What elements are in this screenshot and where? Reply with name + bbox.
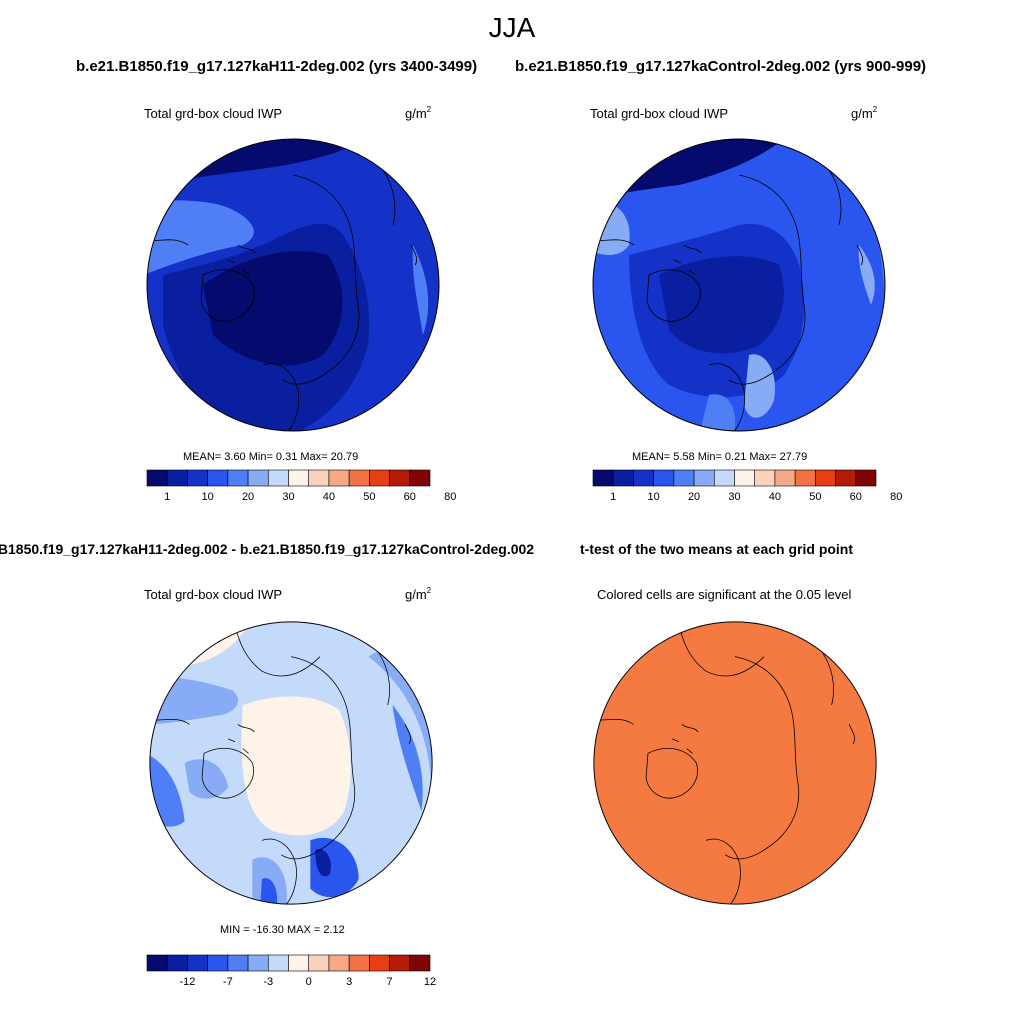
- colorbar-swatch: [308, 469, 330, 487]
- map-top-left: [146, 138, 440, 432]
- colorbar-swatch: [389, 954, 411, 972]
- colorbar-swatch: [247, 469, 269, 487]
- colorbar-tick-label: 50: [809, 491, 822, 503]
- subtitle-top-left: Total grd-box cloud IWP: [144, 106, 283, 121]
- colorbar-swatch: [794, 469, 816, 487]
- map-bottom-left: [149, 621, 433, 905]
- colorbar-tick-label: 80: [444, 491, 457, 503]
- colorbar-swatch: [328, 954, 350, 972]
- colorbar-tick-label: 40: [322, 491, 336, 503]
- colorbar-swatch: [754, 469, 776, 487]
- colorbar-swatch: [227, 469, 249, 487]
- colorbar-swatch: [612, 469, 634, 487]
- case-title-bottom-left: .B1850.f19_g17.127kaH11-2deg.002 - b.e21…: [0, 541, 535, 557]
- colorbar-tick-label: -7: [222, 976, 233, 988]
- colorbar-tick-label: 80: [890, 491, 903, 503]
- colorbar-tick-label: 1: [164, 491, 171, 503]
- stats-top-right: MEAN= 5.58 Min= 0.21 Max= 27.79: [632, 451, 808, 463]
- colorbar-swatch: [288, 954, 310, 972]
- colorbar-tick-label: 7: [386, 976, 393, 988]
- colorbar-tick-label: 30: [282, 491, 295, 503]
- units-top-left: g/m2: [405, 105, 432, 121]
- colorbar-swatch: [734, 469, 756, 487]
- colorbar-swatch: [673, 469, 695, 487]
- colorbar-swatch: [267, 954, 289, 972]
- colorbar-swatch: [146, 469, 168, 487]
- colorbar-tick-label: 3: [346, 976, 353, 988]
- colorbar-tick-label: 12: [423, 976, 437, 988]
- colorbar-swatch: [713, 469, 735, 487]
- units-top-right: g/m2: [851, 105, 878, 121]
- colorbar-tick-label: 50: [363, 491, 376, 503]
- colorbar-swatch: [409, 469, 431, 487]
- subtitle-bottom-right: Colored cells are significant at the 0.0…: [597, 587, 852, 602]
- colorbar-swatch: [267, 469, 289, 487]
- map-top-right: [592, 138, 886, 432]
- colorbar-swatch: [815, 469, 836, 487]
- colorbar-swatch: [835, 469, 857, 487]
- colorbar-bottom-left: [146, 954, 431, 972]
- colorbar-tick-label: 0: [305, 976, 312, 988]
- colorbar-swatch: [207, 954, 229, 972]
- subtitle-bottom-left: Total grd-box cloud IWP: [144, 587, 283, 602]
- case-title-bottom-right: t-test of the two means at each grid poi…: [580, 541, 854, 557]
- colorbar-swatch: [247, 954, 269, 972]
- colorbar-swatch: [653, 469, 675, 487]
- colorbar-swatch: [389, 469, 411, 487]
- main-title: JJA: [488, 12, 536, 43]
- colorbar-swatch: [328, 469, 350, 487]
- colorbar-swatch: [855, 469, 877, 487]
- colorbar-swatch: [693, 469, 715, 487]
- colorbar-tick-label: -12: [179, 976, 196, 988]
- colorbar-swatch: [308, 954, 330, 972]
- colorbar-swatch: [369, 954, 390, 972]
- colorbar-tick-label: 60: [849, 491, 862, 503]
- colorbar-top-left: [146, 469, 431, 487]
- units-bottom-left: g/m2: [405, 586, 432, 602]
- colorbar-top-right: [592, 469, 877, 487]
- case-title-top-right: b.e21.B1850.f19_g17.127kaControl-2deg.00…: [515, 58, 927, 75]
- colorbar-tick-label: 10: [201, 491, 214, 503]
- stats-bottom-left: MIN = -16.30 MAX = 2.12: [220, 924, 345, 936]
- colorbar-swatch: [348, 469, 370, 487]
- colorbar-tick-label: 20: [241, 491, 255, 503]
- colorbar-swatch: [187, 469, 208, 487]
- colorbar-swatch: [369, 469, 390, 487]
- colorbar-swatch: [166, 469, 188, 487]
- colorbar-tick-label: -3: [263, 976, 274, 988]
- stats-top-left: MEAN= 3.60 Min= 0.31 Max= 20.79: [183, 451, 359, 463]
- colorbar-swatch: [227, 954, 249, 972]
- case-title-top-left: b.e21.B1850.f19_g17.127kaH11-2deg.002 (y…: [76, 58, 478, 75]
- colorbar-swatch: [187, 954, 208, 972]
- subtitle-top-right: Total grd-box cloud IWP: [590, 106, 729, 121]
- colorbar-swatch: [592, 469, 614, 487]
- colorbar-swatch: [146, 954, 168, 972]
- colorbar-swatch: [774, 469, 796, 487]
- colorbar-tick-label: 30: [728, 491, 741, 503]
- colorbar-tick-label: 10: [647, 491, 660, 503]
- colorbar-tick-label: 40: [768, 491, 782, 503]
- colorbar-swatch: [166, 954, 188, 972]
- colorbar-swatch: [633, 469, 654, 487]
- colorbar-swatch: [288, 469, 310, 487]
- colorbar-tick-label: 1: [610, 491, 617, 503]
- colorbar-swatch: [409, 954, 431, 972]
- colorbar-swatch: [207, 469, 229, 487]
- colorbar-swatch: [348, 954, 370, 972]
- map-bottom-right: [593, 621, 877, 905]
- colorbar-tick-label: 60: [403, 491, 416, 503]
- colorbar-tick-label: 20: [687, 491, 701, 503]
